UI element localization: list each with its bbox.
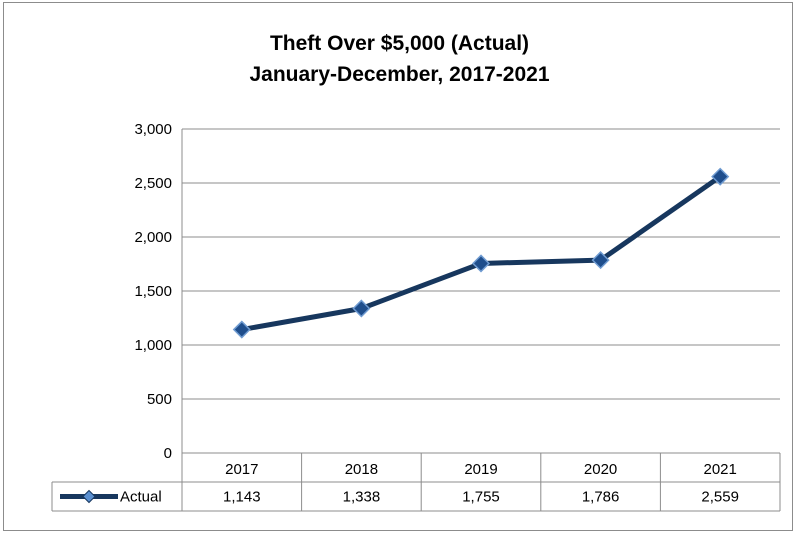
data-point-marker (352, 299, 371, 318)
chart-frame (3, 2, 793, 531)
data-point-marker (591, 251, 610, 270)
data-table-value: 1,338 (343, 489, 381, 506)
chart-title: Theft Over $5,000 (Actual) January-Decem… (0, 28, 799, 90)
chart-subtitle: January-December, 2017-2021 (249, 63, 550, 86)
legend-label: Actual (120, 489, 162, 506)
data-point-marker (711, 167, 730, 186)
x-tick-label: 2018 (345, 461, 378, 478)
data-point-marker (471, 254, 491, 273)
legend-key-marker (82, 489, 96, 504)
x-tick-label: 2019 (464, 461, 497, 478)
data-table-value: 1,755 (462, 489, 500, 506)
x-tick-label: 2020 (584, 461, 617, 478)
chart-title-line-1: Theft Over $5,000 (Actual) (269, 32, 530, 55)
y-tick-label: 2,500 (134, 175, 172, 192)
y-tick-label: 500 (147, 391, 172, 408)
data-point-marker (232, 320, 251, 339)
data-table-value: 1,786 (582, 489, 620, 506)
y-tick-label: 2,000 (134, 229, 172, 246)
data-table-value: 1,143 (223, 489, 261, 506)
x-tick-label: 2021 (704, 461, 737, 478)
x-tick-label: 2017 (225, 461, 258, 478)
y-tick-label: 1,500 (134, 283, 172, 300)
data-table-value: 2,559 (701, 489, 739, 506)
y-tick-label: 3,000 (134, 121, 172, 138)
series-line (239, 174, 723, 333)
y-tick-label: 1,000 (134, 337, 172, 354)
y-tick-label: 0 (164, 445, 172, 462)
